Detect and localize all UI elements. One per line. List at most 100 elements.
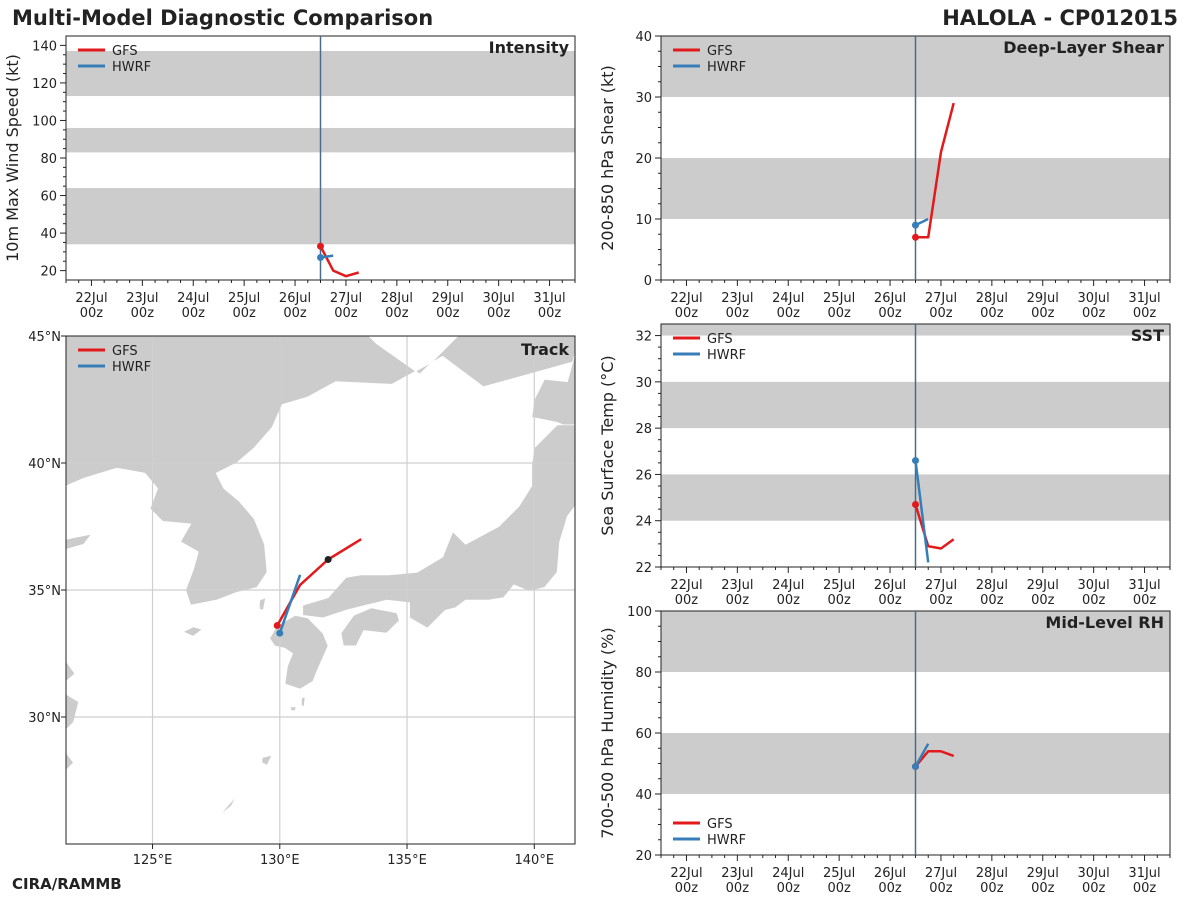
rh-series-gfs bbox=[914, 750, 955, 768]
sst-ytick-label: 30 bbox=[635, 376, 652, 391]
rh-xtick-label: 27Jul bbox=[925, 866, 957, 881]
track-ytick-label: 45°N bbox=[28, 330, 61, 345]
sst-xtick-label: 22Jul bbox=[670, 578, 702, 593]
rh-ytick-label: 100 bbox=[627, 605, 652, 620]
sst-xtick-sublabel: 00z bbox=[980, 593, 1004, 608]
shear-xtick-label: 28Jul bbox=[976, 291, 1008, 306]
intensity-xtick-sublabel: 00z bbox=[487, 306, 511, 321]
track-start-gfs bbox=[273, 622, 281, 630]
land-fujian-coast bbox=[66, 751, 75, 771]
rh-panel: 2040608010022Jul00z23Jul00z24Jul00z25Jul… bbox=[598, 605, 1171, 896]
sst-xtick-sublabel: 00z bbox=[777, 593, 801, 608]
intensity-ytick-label: 40 bbox=[40, 227, 57, 242]
storm-id-title: HALOLA - CP012015 bbox=[942, 6, 1178, 30]
intensity-xtick-label: 26Jul bbox=[279, 291, 311, 306]
land-yakushima bbox=[289, 706, 297, 711]
shear-ylabel: 200-850 hPa Shear (kt) bbox=[598, 65, 617, 251]
sst-xtick-sublabel: 00z bbox=[1082, 593, 1106, 608]
track-map-layer bbox=[66, 311, 581, 844]
sst-xtick-sublabel: 00z bbox=[726, 593, 750, 608]
sst-ytick-label: 24 bbox=[635, 515, 652, 530]
intensity-point-gfs bbox=[317, 242, 324, 250]
land-zhejiang-coast bbox=[66, 693, 80, 731]
track-series-hwrf bbox=[278, 574, 302, 634]
sst-xtick-label: 26Jul bbox=[874, 578, 906, 593]
track-ytick-label: 40°N bbox=[28, 457, 61, 472]
track-panel-title: Track bbox=[521, 340, 569, 359]
rh-ytick-label: 60 bbox=[635, 727, 652, 742]
credit-label: CIRA/RAMMB bbox=[12, 875, 122, 893]
shear-legend-label-hwrf: HWRF bbox=[707, 60, 746, 75]
intensity-xtick-sublabel: 00z bbox=[283, 306, 307, 321]
shear-point-gfs bbox=[912, 233, 919, 241]
intensity-xtick-sublabel: 00z bbox=[436, 306, 460, 321]
track-panel: 125°E 130°E 135°E 140°E 30°N 35°N 40°N 45°N Trac… bbox=[28, 311, 581, 868]
shear-panel-title: Deep-Layer Shear bbox=[1003, 38, 1164, 57]
sst-xtick-label: 23Jul bbox=[721, 578, 753, 593]
rh-ytick-label: 80 bbox=[635, 666, 652, 681]
figure-title: Multi-Model Diagnostic Comparison bbox=[12, 6, 433, 30]
rh-xtick-sublabel: 00z bbox=[675, 881, 699, 896]
intensity-legend-label-hwrf: HWRF bbox=[112, 60, 151, 75]
shear-panel: 01020304022Jul00z23Jul00z24Jul00z25Jul00… bbox=[598, 30, 1171, 321]
intensity-ytick-label: 20 bbox=[40, 265, 57, 280]
intensity-panel: 2040608010012014022Jul00z23Jul00z24Jul00… bbox=[3, 35, 576, 321]
rh-xtick-sublabel: 00z bbox=[1082, 881, 1106, 896]
intensity-xtick-sublabel: 00z bbox=[131, 306, 155, 321]
shear-xtick-label: 24Jul bbox=[772, 291, 804, 306]
sst-panel-title: SST bbox=[1131, 326, 1164, 345]
rh-xtick-label: 29Jul bbox=[1027, 866, 1059, 881]
track-start-hwrf bbox=[276, 629, 284, 637]
rh-xtick-label: 28Jul bbox=[976, 866, 1008, 881]
sst-point-hwrf bbox=[912, 457, 919, 465]
rh-xtick-sublabel: 00z bbox=[1031, 881, 1055, 896]
intensity-ytick-label: 100 bbox=[32, 114, 57, 129]
rh-ylabel: 700-500 hPa Humidity (%) bbox=[598, 627, 617, 838]
shear-xtick-sublabel: 00z bbox=[1082, 306, 1106, 321]
shear-legend-label-gfs: GFS bbox=[707, 44, 733, 59]
intensity-xtick-label: 31Jul bbox=[533, 291, 565, 306]
intensity-xtick-sublabel: 00z bbox=[80, 306, 104, 321]
rh-xtick-label: 23Jul bbox=[721, 866, 753, 881]
land-tsushima bbox=[258, 596, 267, 611]
rh-xtick-label: 22Jul bbox=[670, 866, 702, 881]
sst-xtick-label: 24Jul bbox=[772, 578, 804, 593]
sst-legend-label-gfs: GFS bbox=[707, 332, 733, 347]
intensity-ytick-label: 60 bbox=[40, 190, 57, 205]
sst-xtick-label: 27Jul bbox=[925, 578, 957, 593]
intensity-xtick-label: 30Jul bbox=[483, 291, 515, 306]
intensity-ytick-label: 140 bbox=[32, 39, 57, 54]
sst-ytick-label: 26 bbox=[635, 468, 652, 483]
track-24h-marker-gfs bbox=[324, 556, 332, 564]
land-jeju bbox=[182, 626, 204, 637]
shear-ytick-label: 10 bbox=[635, 213, 652, 228]
land-sakhalin-south bbox=[575, 311, 581, 336]
sst-xtick-label: 31Jul bbox=[1128, 578, 1160, 593]
intensity-xtick-sublabel: 00z bbox=[385, 306, 409, 321]
intensity-point-hwrf bbox=[317, 253, 324, 261]
sst-series-gfs bbox=[914, 504, 955, 550]
rh-legend-label-gfs: GFS bbox=[707, 817, 733, 832]
sst-xtick-sublabel: 00z bbox=[929, 593, 953, 608]
sst-legend-label-hwrf: HWRF bbox=[707, 348, 746, 363]
rh-xtick-label: 31Jul bbox=[1128, 866, 1160, 881]
sst-ytick-label: 32 bbox=[635, 330, 652, 345]
land-jiangsu-coast bbox=[66, 660, 76, 682]
intensity-ylabel: 10m Max Wind Speed (kt) bbox=[3, 54, 22, 262]
sst-ytick-label: 28 bbox=[635, 422, 652, 437]
track-xtick-label: 135°E bbox=[387, 853, 427, 868]
sst-xtick-sublabel: 00z bbox=[1133, 593, 1157, 608]
rh-point-hwrf bbox=[912, 763, 919, 771]
shear-xtick-label: 31Jul bbox=[1128, 291, 1160, 306]
rh-ytick-label: 20 bbox=[635, 849, 652, 864]
rh-ytick-label: 40 bbox=[635, 788, 652, 803]
shear-xtick-sublabel: 00z bbox=[980, 306, 1004, 321]
sst-xtick-label: 28Jul bbox=[976, 578, 1008, 593]
sst-ylabel: Sea Surface Temp (°C) bbox=[598, 355, 617, 535]
rh-xtick-label: 24Jul bbox=[772, 866, 804, 881]
shear-xtick-label: 22Jul bbox=[670, 291, 702, 306]
sst-xtick-sublabel: 00z bbox=[1031, 593, 1055, 608]
rh-xtick-sublabel: 00z bbox=[878, 881, 902, 896]
rh-xtick-label: 30Jul bbox=[1078, 866, 1110, 881]
